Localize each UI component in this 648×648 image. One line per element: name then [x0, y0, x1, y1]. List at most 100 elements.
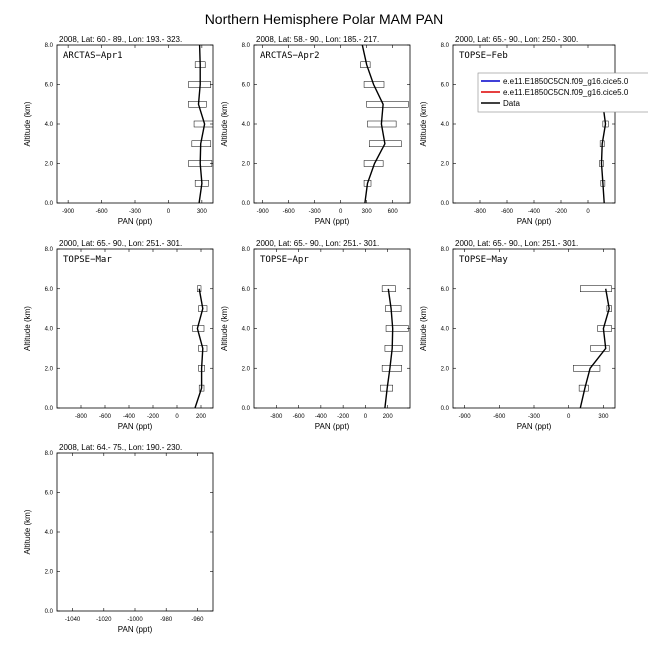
range-box [573, 365, 601, 372]
panel-5: 2000, Lat: 65.- 90., Lon: 251.- 301. TOPS… [220, 239, 411, 431]
x-axis-label: PAN (ppt) [517, 422, 552, 431]
figure-title: Northern Hemisphere Polar MAM PAN [205, 11, 444, 27]
x-tick-label: -600 [493, 414, 506, 420]
panel-label: TOPSE−Mar [63, 255, 112, 265]
y-axis-label: Altitude (km) [220, 306, 229, 351]
series-line-data [194, 288, 204, 408]
range-box [580, 285, 612, 292]
y-tick-label: 8.0 [45, 247, 54, 253]
range-box [360, 61, 371, 68]
panel-4: 2000, Lat: 65.- 90., Lon: 251.- 301. TOPS… [23, 239, 214, 431]
y-tick-label: 0.0 [45, 201, 54, 207]
range-box [590, 345, 610, 352]
y-tick-label: 4.0 [242, 122, 251, 128]
panel-label: TOPSE−Feb [459, 51, 508, 61]
y-tick-label: 4.0 [45, 530, 54, 536]
y-axis-label: Altitude (km) [220, 101, 229, 146]
y-tick-label: 6.0 [242, 83, 251, 89]
y-tick-label: 2.0 [441, 366, 450, 372]
plot-frame [56, 248, 214, 409]
range-box [363, 81, 385, 88]
x-tick-label: -980 [160, 617, 173, 623]
range-box [385, 305, 402, 312]
y-axis-label: Altitude (km) [23, 101, 32, 146]
panels: 2008, Lat: 60.- 89., Lon: 193.- 323. ARCT… [23, 35, 616, 634]
panel-2: 2008, Lat: 58.- 90., Lon: 185.- 217. ARCT… [220, 35, 411, 226]
x-axis-label: PAN (ppt) [118, 625, 153, 634]
x-tick-label: -1040 [65, 617, 81, 623]
panel-7: 2008, Lat: 64.- 75., Lon: 190.- 230. -104… [23, 443, 214, 634]
y-tick-label: 4.0 [242, 327, 251, 333]
x-tick-label: -400 [315, 414, 328, 420]
x-axis-label: PAN (ppt) [118, 422, 153, 431]
y-tick-label: 0.0 [45, 609, 54, 615]
x-tick-label: -1000 [127, 617, 143, 623]
legend-entry-label: e.e11.E1850C5CN.f09_g16.cice5.0 [503, 88, 629, 97]
range-box [188, 101, 207, 108]
plot-frame [56, 452, 214, 612]
x-tick-label: -900 [257, 209, 270, 215]
x-tick-label: -600 [96, 209, 109, 215]
y-tick-label: 6.0 [441, 287, 450, 293]
range-box [385, 325, 409, 332]
x-tick-label: -800 [270, 414, 283, 420]
x-tick-label: -600 [283, 209, 296, 215]
plot-frame [253, 44, 411, 204]
y-tick-label: 2.0 [45, 162, 54, 168]
panel-label: TOPSE−Apr [260, 255, 309, 265]
y-tick-label: 6.0 [441, 83, 450, 89]
legend-entry-label: e.e11.E1850C5CN.f09_g16.cice5.0 [503, 77, 629, 86]
y-axis-label: Altitude (km) [419, 101, 428, 146]
panel-header: 2000, Lat: 65.- 90., Lon: 250.- 300. [455, 35, 578, 44]
panel-6: 2000, Lat: 65.- 90., Lon: 251.- 301. TOPS… [419, 239, 616, 431]
legend: e.e11.E1850C5CN.f09_g16.cice5.0 e.e11.E18… [477, 72, 648, 113]
data-layer [360, 45, 409, 203]
x-tick-label: -900 [459, 414, 472, 420]
y-tick-label: 8.0 [242, 43, 251, 49]
panel-header: 2000, Lat: 65.- 90., Lon: 251.- 301. [455, 239, 578, 248]
series-line-data [361, 45, 386, 203]
legend-entry-label: Data [503, 99, 520, 108]
y-tick-label: 4.0 [45, 122, 54, 128]
x-tick-label: 0 [567, 414, 571, 420]
series-line-data [197, 45, 206, 203]
x-tick-label: -600 [293, 414, 306, 420]
x-tick-label: 0 [364, 414, 368, 420]
plot-frame [452, 248, 616, 409]
y-tick-label: 0.0 [242, 406, 251, 412]
y-tick-label: 4.0 [45, 327, 54, 333]
panel-label: ARCTAS−Apr1 [63, 51, 123, 61]
data-layer [573, 285, 612, 408]
range-box [366, 101, 409, 108]
x-tick-label: 300 [362, 209, 373, 215]
x-tick-label: -300 [129, 209, 142, 215]
y-tick-label: 2.0 [45, 570, 54, 576]
y-tick-label: 2.0 [242, 162, 251, 168]
x-tick-label: 0 [586, 209, 590, 215]
legend-frame [477, 72, 648, 113]
data-layer [380, 285, 409, 408]
y-tick-label: 0.0 [45, 406, 54, 412]
x-tick-label: -200 [337, 414, 350, 420]
range-box [381, 365, 402, 372]
x-tick-label: 0 [175, 414, 179, 420]
y-tick-label: 2.0 [441, 162, 450, 168]
y-tick-label: 6.0 [45, 287, 54, 293]
plot-frame [452, 44, 616, 204]
y-axis-label: Altitude (km) [23, 306, 32, 351]
panel-header: 2000, Lat: 65.- 90., Lon: 251.- 301. [256, 239, 379, 248]
range-box [369, 140, 402, 147]
x-tick-label: -400 [123, 414, 136, 420]
x-tick-label: 300 [197, 209, 208, 215]
x-tick-label: -600 [501, 209, 514, 215]
x-axis-label: PAN (ppt) [118, 217, 153, 226]
panel-header: 2008, Lat: 64.- 75., Lon: 190.- 230. [59, 443, 182, 452]
y-tick-label: 2.0 [45, 366, 54, 372]
y-tick-label: 0.0 [441, 201, 450, 207]
panel-header: 2000, Lat: 65.- 90., Lon: 251.- 301. [59, 239, 182, 248]
x-tick-label: 0 [167, 209, 171, 215]
y-tick-label: 8.0 [45, 451, 54, 457]
x-tick-label: -1020 [96, 617, 112, 623]
y-tick-label: 4.0 [441, 122, 450, 128]
